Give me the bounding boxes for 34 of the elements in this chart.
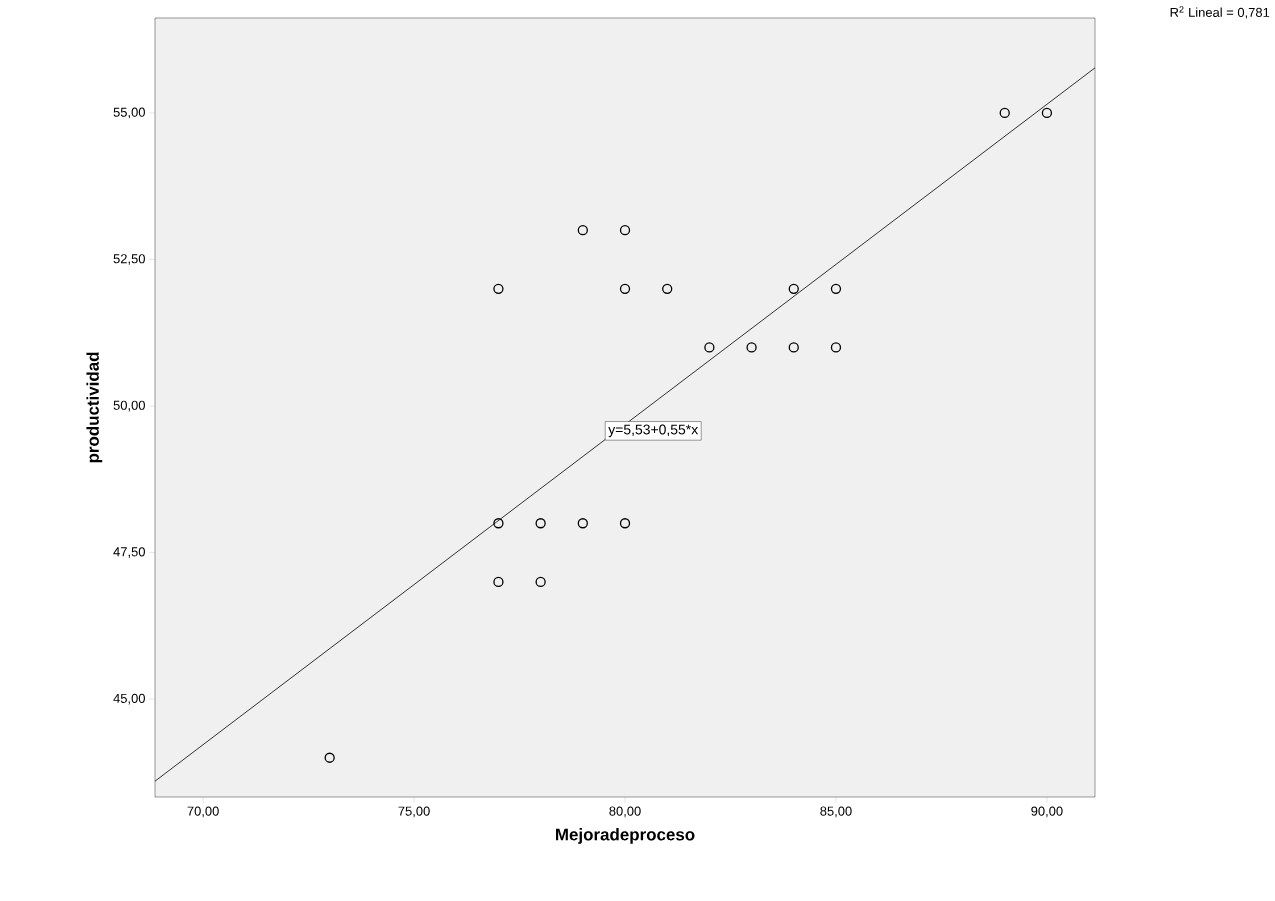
point bbox=[1041, 107, 1053, 119]
y-tick-label: 52,50 bbox=[113, 254, 145, 265]
point bbox=[788, 342, 799, 353]
point bbox=[746, 342, 757, 353]
point bbox=[493, 576, 504, 588]
x-tick-label: 80,00 bbox=[609, 806, 641, 818]
y-axis-title: productividad bbox=[86, 352, 103, 463]
point bbox=[577, 225, 588, 236]
point bbox=[704, 342, 715, 353]
point bbox=[788, 283, 799, 294]
point bbox=[535, 518, 546, 529]
x-axis-title: Mejoradeproceso bbox=[556, 828, 695, 844]
y-tick-label: 50,00 bbox=[113, 400, 145, 412]
point bbox=[535, 576, 546, 588]
point bbox=[830, 283, 842, 294]
y-tick-label: 47,50 bbox=[113, 547, 145, 558]
y-tick-label: 55,00 bbox=[113, 107, 145, 119]
point bbox=[577, 518, 588, 529]
point bbox=[493, 283, 504, 294]
point bbox=[662, 283, 673, 294]
point bbox=[619, 518, 631, 529]
point bbox=[619, 283, 631, 294]
point bbox=[324, 752, 335, 763]
point bbox=[493, 518, 504, 529]
x-tick-label: 90,00 bbox=[1031, 806, 1063, 818]
x-tick-label: 85,00 bbox=[820, 806, 852, 818]
x-tick-label: 70,00 bbox=[187, 806, 219, 818]
point bbox=[830, 342, 842, 353]
x-tick-label: 75,00 bbox=[398, 806, 430, 818]
point bbox=[999, 107, 1010, 119]
point bbox=[619, 225, 631, 236]
annotation: y=5,53+0,55*x bbox=[608, 424, 699, 438]
y-tick-label: 45,00 bbox=[113, 693, 145, 705]
text: R$^{2}$ Lineal = 0,781 bbox=[1170, 6, 1270, 19]
